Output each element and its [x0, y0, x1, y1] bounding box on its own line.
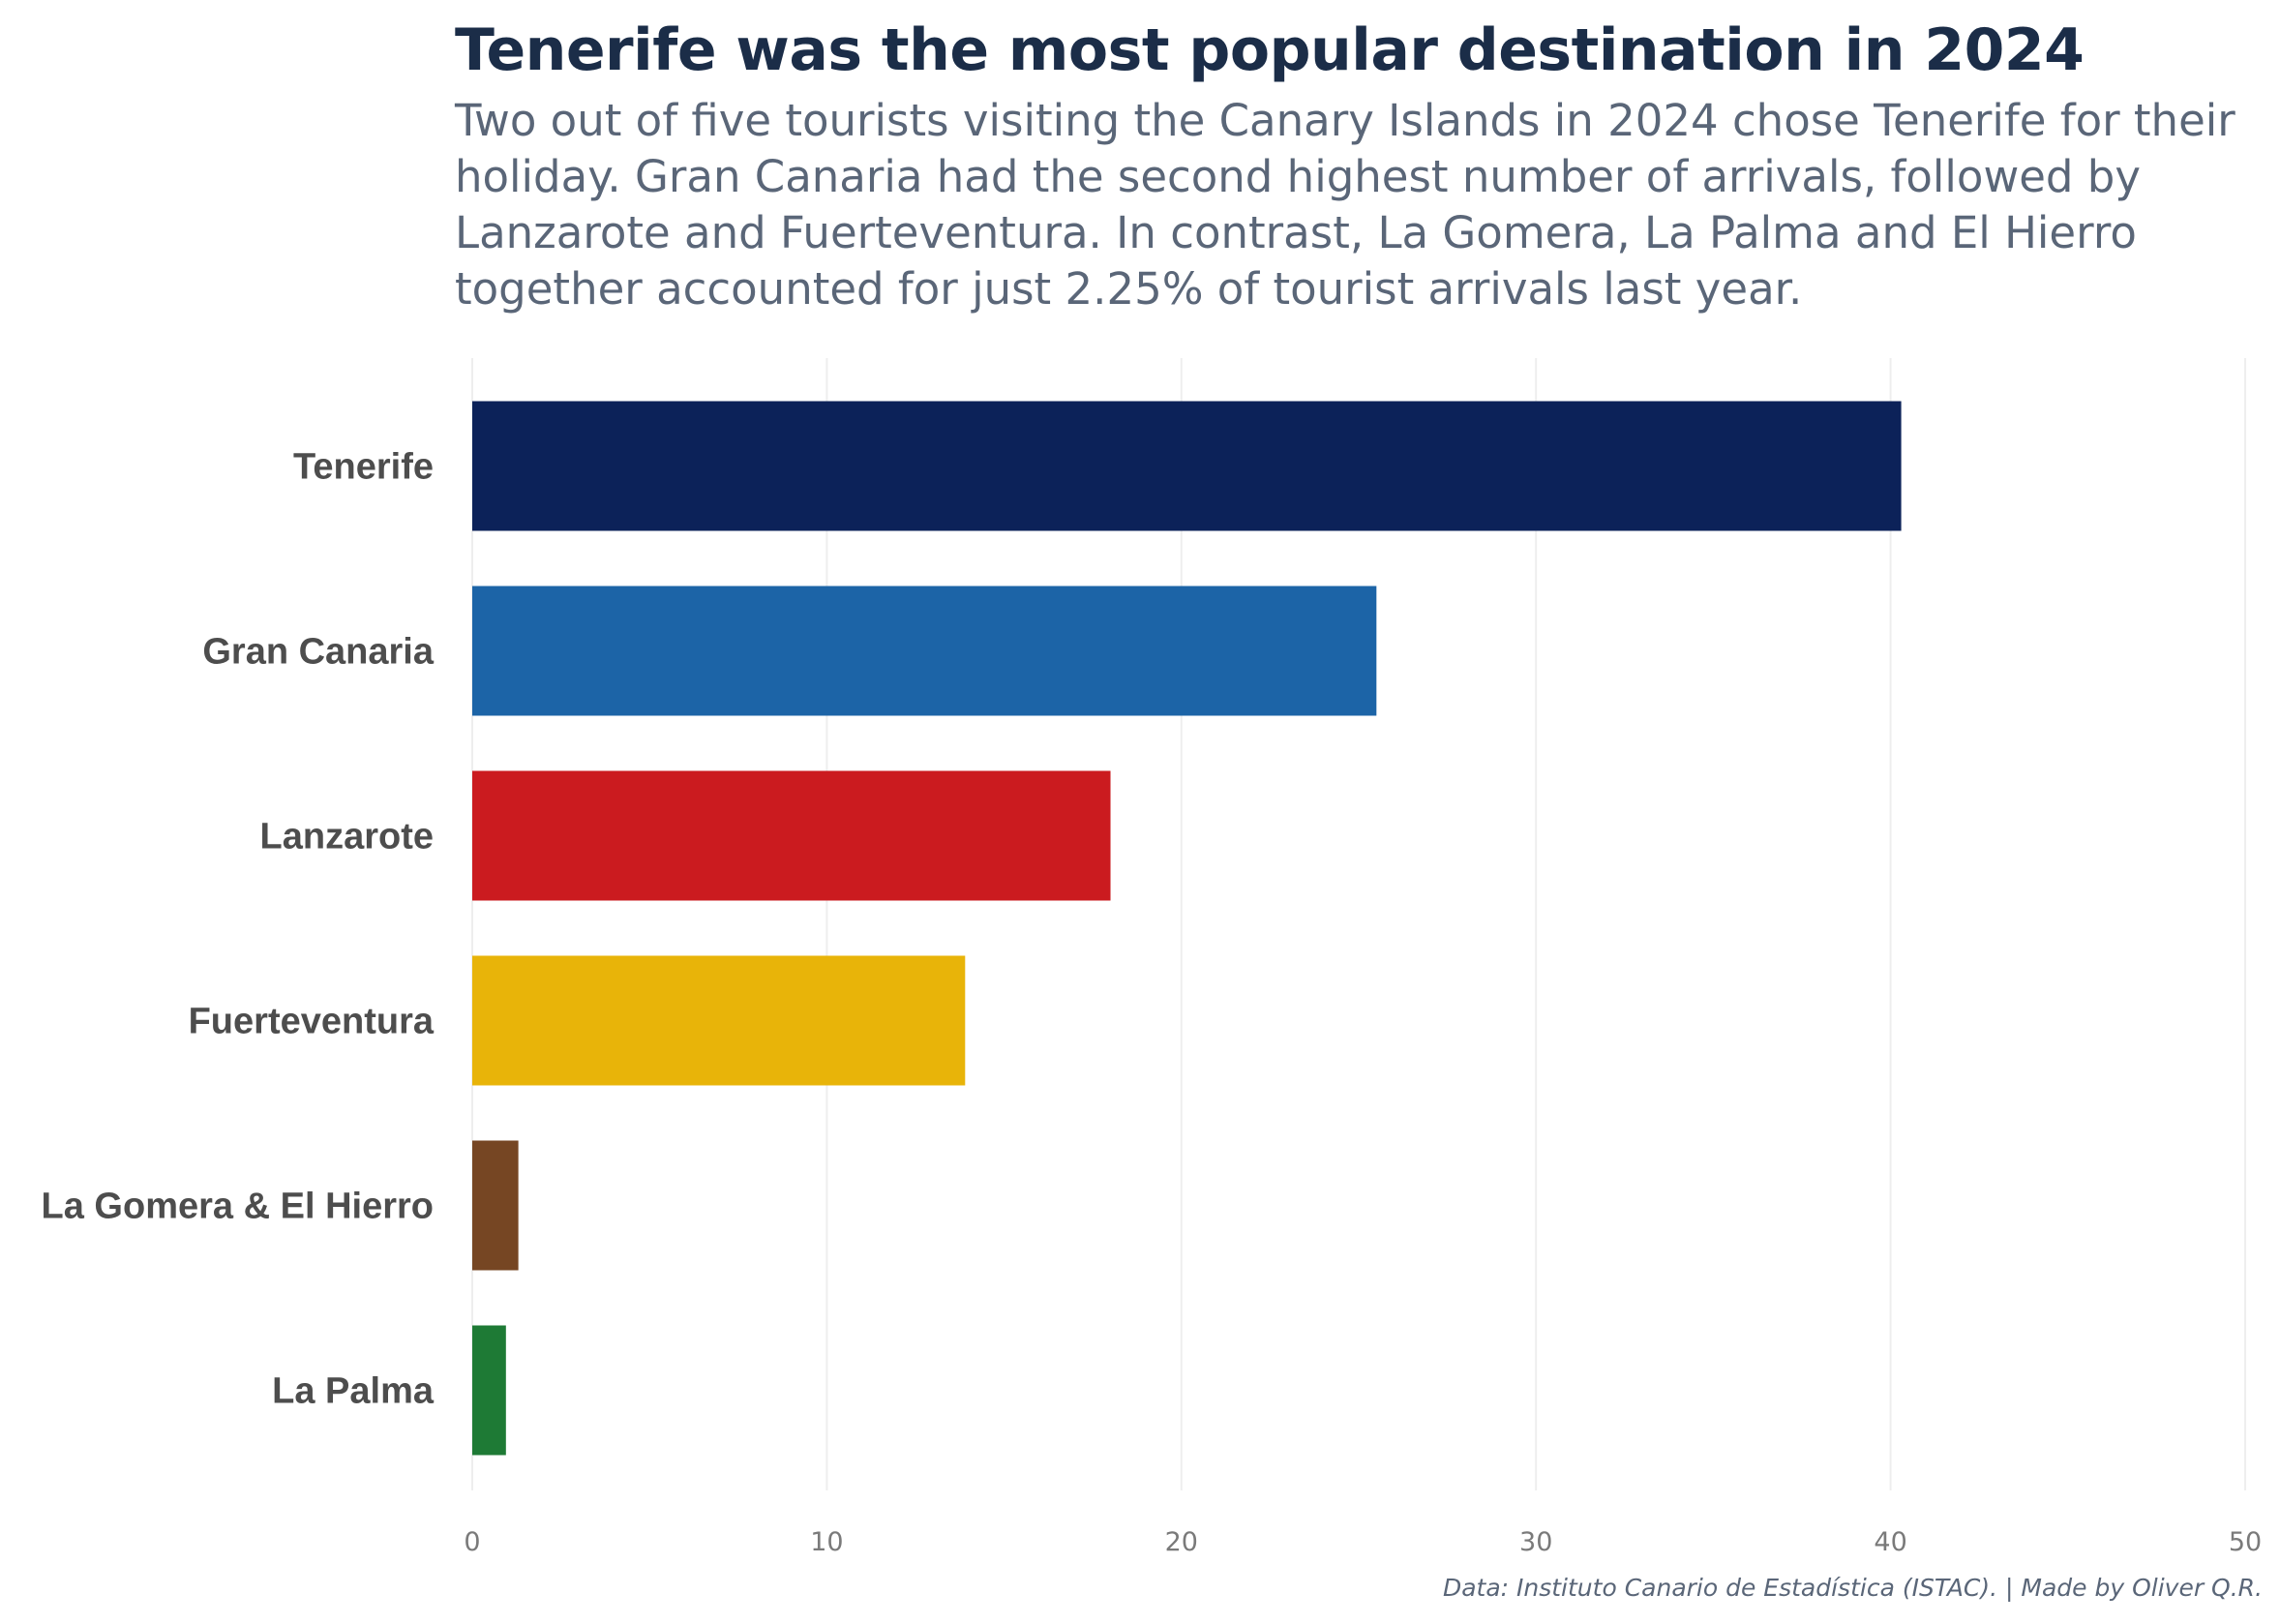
chart-caption: Data: Instituto Canario de Estadística (… [1442, 1574, 2263, 1602]
bar-fuerteventura [472, 955, 966, 1086]
bar-lanzarote [472, 770, 1111, 901]
bar-la-gomera-el-hierro [472, 1140, 519, 1271]
x-tick-label: 0 [464, 1527, 480, 1557]
x-axis-ticks: 0 10 20 30 40 50 [464, 1527, 2262, 1557]
gridlines [471, 358, 2246, 1490]
category-label: La Gomera & El Hierro [42, 1187, 434, 1227]
x-tick-label: 50 [2229, 1527, 2262, 1557]
category-label: Lanzarote [260, 817, 434, 857]
x-tick-label: 20 [1165, 1527, 1198, 1557]
chart-subtitle: Two out of five tourists visiting the Ca… [455, 95, 2235, 315]
x-tick-label: 40 [1874, 1527, 1906, 1557]
category-labels: Tenerife Gran Canaria Lanzarote Fuerteventu… [42, 447, 435, 1412]
category-label: Gran Canaria [202, 632, 435, 673]
bar-gran-canaria [472, 586, 1377, 716]
x-tick-label: 30 [1519, 1527, 1552, 1557]
bar-la-palma [472, 1325, 506, 1456]
x-tick-label: 10 [810, 1527, 843, 1557]
category-label: La Palma [272, 1371, 435, 1412]
category-label: Fuerteventura [189, 1002, 435, 1042]
bars [472, 401, 1902, 1456]
bar-tenerife [472, 401, 1902, 531]
bar-chart: Tenerife Gran Canaria Lanzarote Fuerteventu… [42, 358, 2262, 1557]
chart-title: Tenerife was the most popular destinatio… [455, 16, 2085, 84]
category-label: Tenerife [293, 447, 434, 488]
